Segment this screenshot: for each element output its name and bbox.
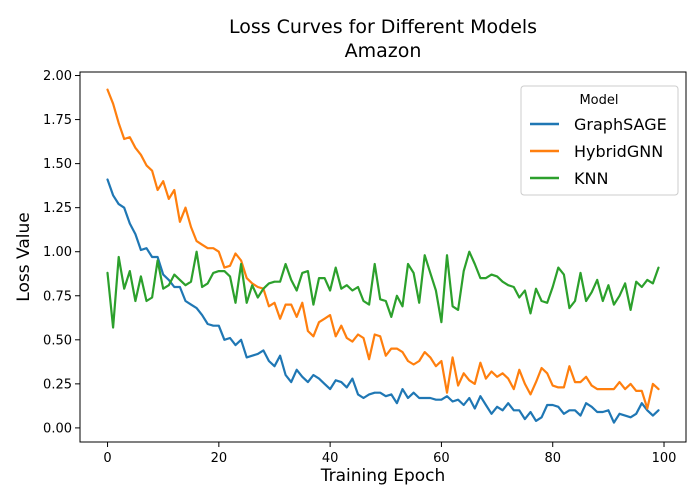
series-line-knn bbox=[106, 250, 660, 329]
chart-subtitle: Amazon bbox=[345, 40, 422, 62]
x-tick-label: 60 bbox=[433, 451, 450, 466]
x-tick-label: 80 bbox=[544, 451, 561, 466]
x-tick-label: 20 bbox=[211, 451, 228, 466]
x-tick-label: 40 bbox=[322, 451, 339, 466]
y-tick-label: 0.50 bbox=[43, 333, 72, 348]
x-tick-label: 100 bbox=[652, 451, 677, 466]
x-axis-label: Training Epoch bbox=[320, 466, 446, 486]
legend-box bbox=[520, 85, 679, 196]
y-tick-label: 1.00 bbox=[43, 245, 72, 260]
plot-frame bbox=[79, 71, 687, 443]
series-line-graphsage bbox=[106, 178, 660, 424]
y-tick-label: 2.00 bbox=[43, 69, 72, 84]
legend-label-knn: KNN bbox=[574, 169, 608, 188]
y-tick-label: 1.75 bbox=[43, 113, 72, 128]
plot-area bbox=[106, 88, 660, 424]
y-tick-label: 0.25 bbox=[43, 377, 72, 392]
legend-label-graphsage: GraphSAGE bbox=[574, 115, 667, 134]
series-line-hybridgnn bbox=[106, 88, 660, 410]
legend-title: Model bbox=[579, 93, 618, 108]
chart-title: Loss Curves for Different Models bbox=[229, 16, 537, 38]
y-tick-label: 0.00 bbox=[43, 421, 72, 436]
legend-label-hybridgnn: HybridGNN bbox=[574, 142, 663, 161]
x-axis: 0 20 40 60 80 100 bbox=[103, 442, 676, 466]
y-axis: 0.00 0.25 0.50 0.75 1.00 1.25 1.50 1.75 2.00 bbox=[43, 69, 80, 436]
y-tick-label: 1.50 bbox=[43, 157, 72, 172]
x-tick-label: 0 bbox=[103, 451, 111, 466]
y-axis-label: Loss Value bbox=[14, 212, 34, 301]
y-tick-label: 1.25 bbox=[43, 201, 72, 216]
legend: Model GraphSAGE HybridGNN KNN bbox=[520, 85, 679, 196]
y-tick-label: 0.75 bbox=[43, 289, 72, 304]
